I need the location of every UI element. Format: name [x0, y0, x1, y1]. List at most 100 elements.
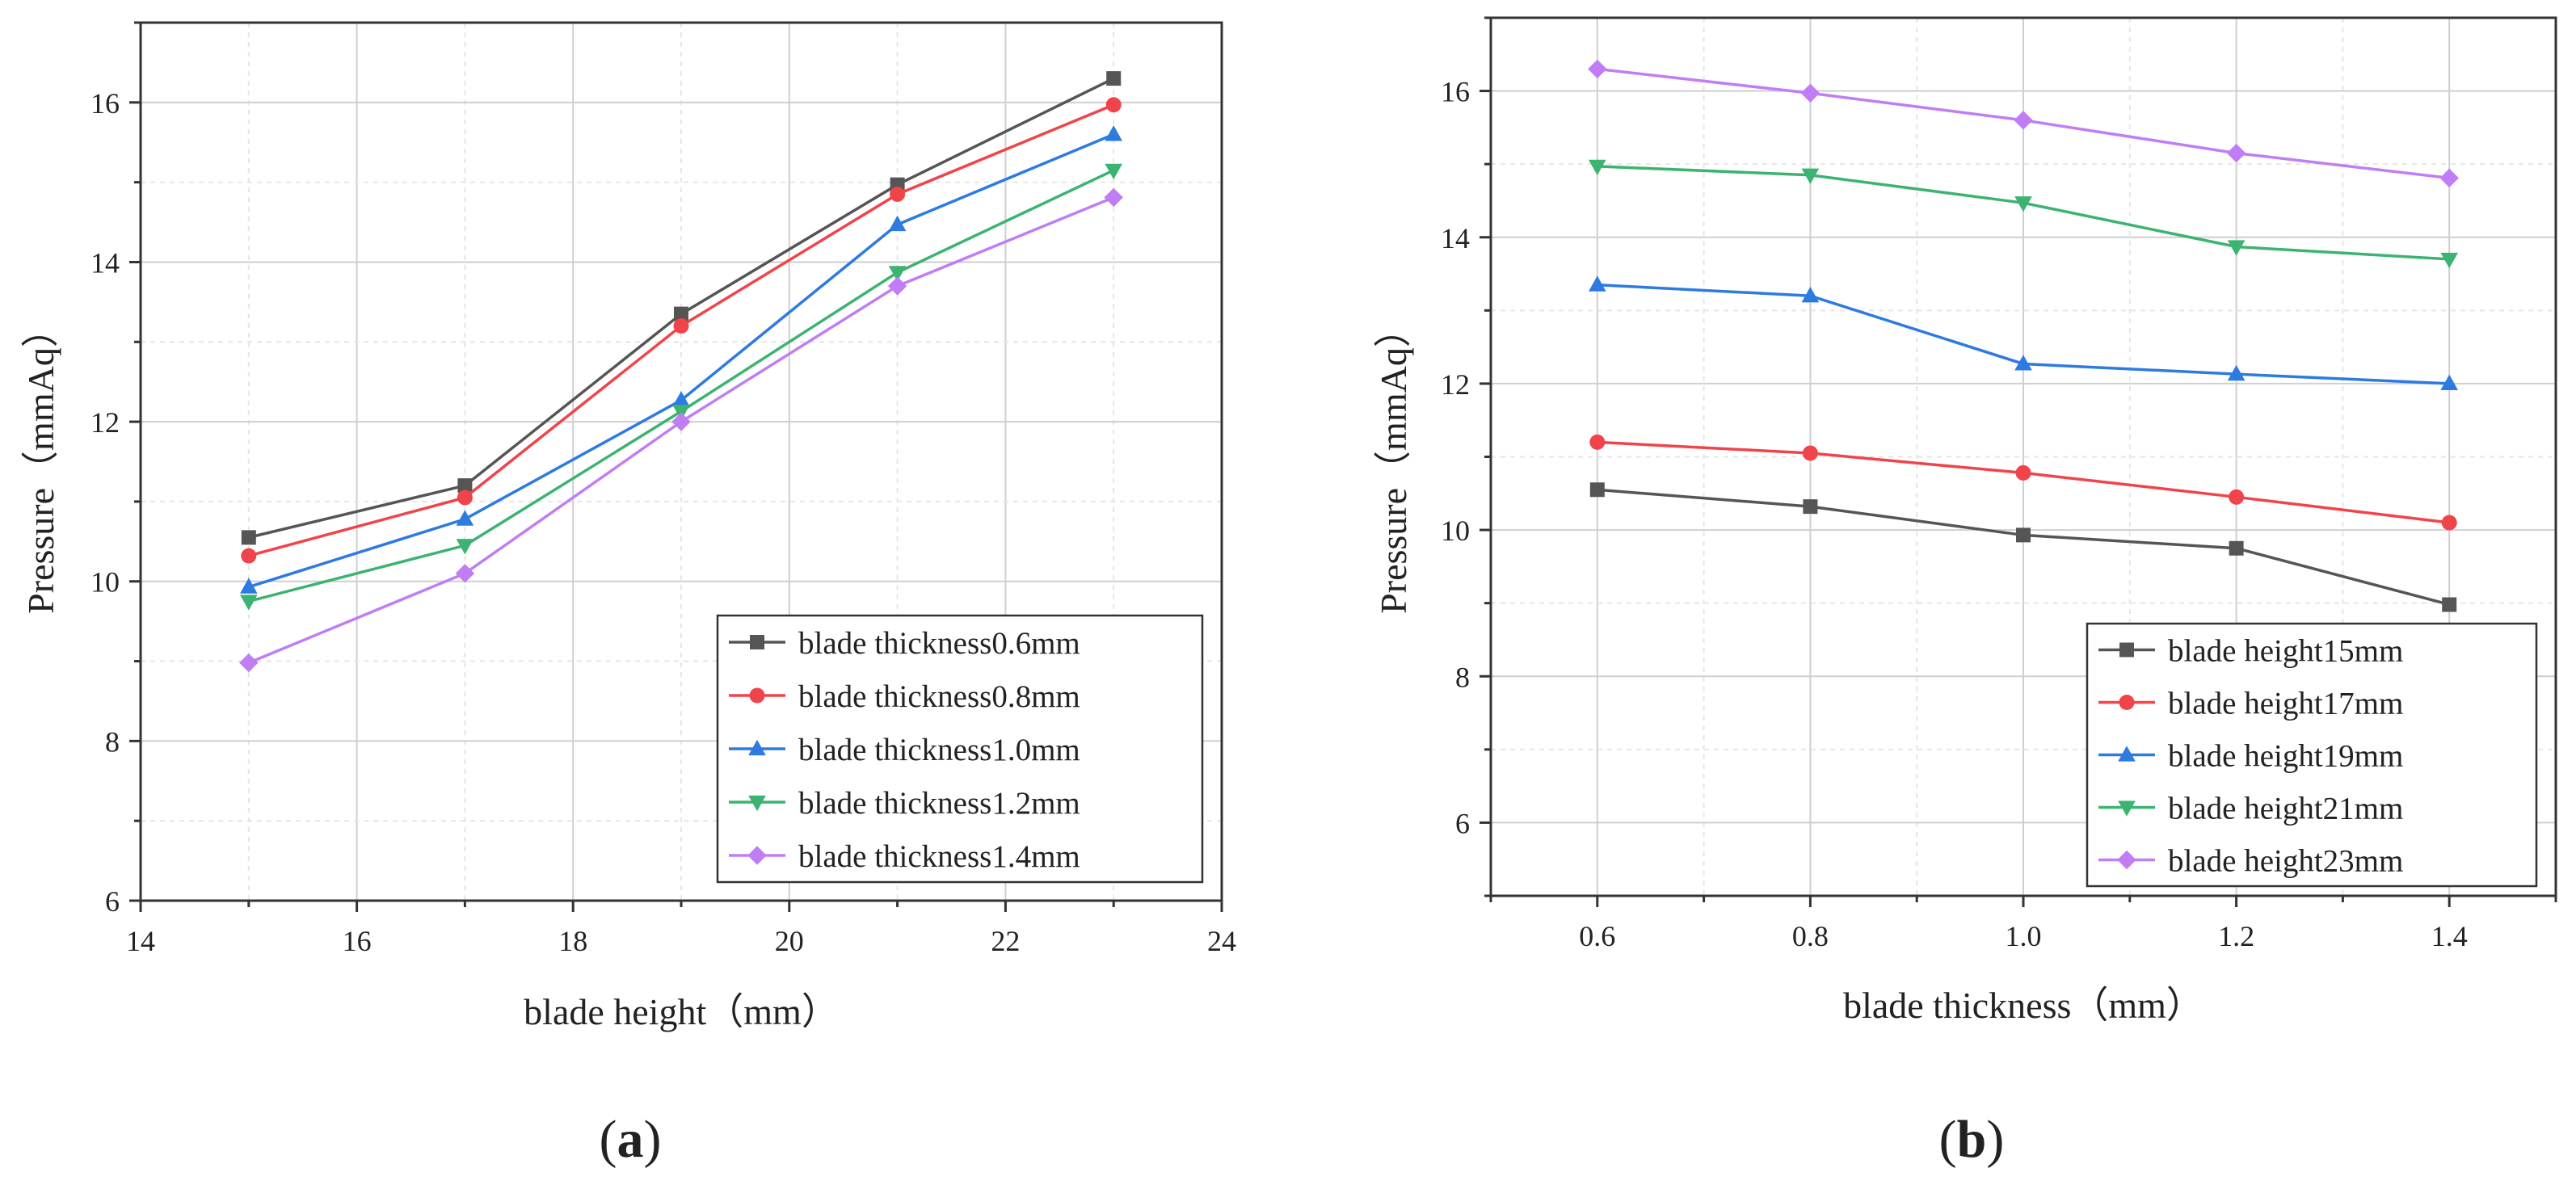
chart-b-xtick-label: 0.6 [1579, 920, 1615, 952]
chart-a-data-point [887, 276, 907, 296]
chart-a-ytick-label: 14 [90, 246, 120, 279]
chart-a-data-point [672, 391, 690, 407]
chart-a-data-point [890, 186, 906, 202]
chart-a-ytick-label: 10 [90, 566, 120, 599]
chart-b-data-point [2440, 252, 2458, 269]
chart-b-data-point [2016, 527, 2031, 543]
chart-a-data-point [1105, 97, 1122, 113]
chart-b-series [1588, 59, 2459, 612]
chart-b-data-point [1802, 445, 1818, 461]
chart-a-data-point [888, 266, 907, 282]
chart-b-legend-label: blade height17mm [2168, 687, 2403, 721]
chart-a-xtick-label: 14 [126, 925, 155, 957]
chart-a-data-point [456, 510, 474, 526]
chart-a-ylabel: Pressure（mmAq） [20, 310, 61, 614]
chart-a-data-point [671, 412, 691, 431]
chart-b-ytick-label: 14 [1441, 222, 1470, 254]
chart-b-xlabel: blade thickness（mm） [1843, 985, 2203, 1026]
chart-a-ytick-label: 16 [90, 87, 120, 120]
chart-a-ytick-label: 6 [105, 885, 120, 918]
chart-b-xtick-label: 1.0 [2006, 920, 2042, 952]
chart-a-data-point [1106, 71, 1122, 86]
chart-a-legend-label: blade thickness1.4mm [798, 839, 1080, 874]
chart-b-legend: blade height15mm blade height17mm blade he… [2086, 622, 2538, 888]
chart-a-xtick-label: 16 [343, 925, 372, 957]
chart-b-data-point [2014, 111, 2033, 130]
chart-b-data-point [2229, 540, 2244, 556]
chart-b-legend-label: blade height19mm [2168, 739, 2403, 774]
chart-a-xtick-label: 20 [775, 925, 804, 957]
chart-a-legend-label: blade thickness1.2mm [798, 786, 1080, 821]
chart-a-data-point [1104, 187, 1123, 208]
chart-b-data-point [2440, 374, 2458, 391]
chart-b-data-point [2226, 143, 2246, 163]
chart-b-data-point [2014, 196, 2032, 212]
chart-a-data-point [457, 490, 473, 506]
chart-b-ytick-label: 8 [1455, 661, 1470, 693]
chart-a-legend-marker [748, 795, 766, 812]
chart-b-data-point [2439, 168, 2459, 188]
chart-b-data-point [1588, 59, 1607, 79]
chart-a-data-point [239, 653, 259, 673]
chart-b-legend-marker [2118, 746, 2136, 762]
chart-b-xtick-label: 1.2 [2218, 920, 2254, 952]
chart-a-legend: blade thickness0.6mm blade thickness0.8mm… [716, 614, 1204, 884]
chart-a-xtick-label: 18 [558, 925, 587, 957]
chart-a-data-point [673, 318, 689, 334]
panel-b-label: (b) [1939, 1110, 2005, 1169]
chart-a-data-point [240, 578, 258, 594]
chart-b-ytick-label: 6 [1455, 807, 1470, 839]
chart-b-data-point [2441, 515, 2457, 531]
chart-a-data-point [456, 539, 474, 555]
chart-a-data-point [240, 595, 258, 611]
chart-a-ytick-label: 8 [105, 725, 120, 758]
chart-b-legend-marker [2117, 850, 2136, 870]
chart-b-data-point [1801, 168, 1820, 185]
chart-a-legend-label: blade thickness1.0mm [798, 733, 1080, 767]
panel-b-letter: b [1957, 1110, 1987, 1169]
chart-a-xtick-label: 24 [1207, 925, 1236, 957]
chart-a-data-point [674, 306, 688, 321]
chart-a-ticks: 14 16 18 20 22 24 6 8 10 12 14 16 [90, 21, 1236, 957]
chart-b-data-point [1589, 275, 1606, 292]
chart-b-data-point [1801, 286, 1820, 303]
chart-b-data-point [1589, 159, 1606, 176]
chart-a-data-point [1105, 163, 1122, 180]
chart-a-legend-marker [749, 687, 765, 704]
chart-b-legend-marker [2119, 695, 2135, 710]
chart-a-data-point [888, 215, 907, 232]
chart-b-ytick-label: 10 [1441, 515, 1470, 547]
chart-a-xtick-label: 22 [991, 925, 1020, 957]
chart-a-legend-marker [747, 846, 767, 865]
chart-a-legend-label: blade thickness0.8mm [798, 679, 1080, 714]
chart-b-data-point [2442, 597, 2457, 612]
chart-b-legend-box [2086, 622, 2538, 888]
chart-b-legend-label: blade height15mm [2168, 634, 2403, 669]
chart-b-legend-marker [2119, 642, 2134, 658]
chart-b-data-point [1589, 434, 1606, 450]
chart-b-data-point [2014, 355, 2032, 371]
chart-b-data-point [1803, 499, 1818, 515]
chart-a-data-point [455, 564, 475, 583]
chart-a-legend-marker [748, 739, 766, 756]
chart-a-legend-box [716, 614, 1204, 884]
chart-a-series [239, 71, 1123, 673]
chart-b-data-point [2227, 240, 2246, 256]
chart-a-ytick-label: 12 [90, 406, 120, 439]
chart-b: 0.6 0.8 1.0 1.2 1.4 6 8 10 12 14 16 blade thicknes… [1373, 16, 2557, 1169]
chart-b-legend-label: blade height23mm [2168, 844, 2403, 879]
panel-a-letter: a [617, 1110, 644, 1169]
chart-a-data-point [1105, 125, 1122, 141]
chart-a-data-point [457, 478, 473, 494]
chart-a-legend-label: blade thickness0.6mm [798, 626, 1080, 661]
chart-b-xtick-label: 1.4 [2431, 920, 2468, 952]
chart-b-xtick-label: 0.8 [1792, 920, 1829, 952]
chart-b-data-point [2227, 364, 2246, 381]
chart-b-ylabel: Pressure（mmAq） [1373, 310, 1414, 614]
chart-b-ticks: 0.6 0.8 1.0 1.2 1.4 6 8 10 12 14 16 [1441, 16, 2557, 952]
chart-b-data-point [2015, 464, 2031, 481]
chart-b-legend-marker [2118, 801, 2136, 817]
chart-a-data-point [241, 530, 256, 545]
